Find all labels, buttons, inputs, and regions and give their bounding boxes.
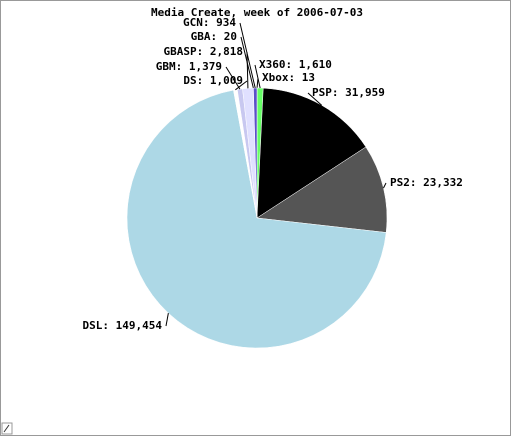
separator: : [211, 30, 224, 43]
separator: : [203, 16, 216, 29]
slice-name: PSP [312, 86, 332, 99]
corner-icon [1, 422, 13, 435]
pie-slice [253, 87, 258, 219]
slice-name: Xbox [262, 71, 289, 84]
leader-line [235, 80, 248, 91]
slice-value: 20 [224, 30, 237, 43]
slice-label: DS: 1,009 [183, 74, 243, 87]
slice-label: GCN: 934 [183, 16, 236, 29]
leader-line [239, 22, 256, 89]
slice-label: Xbox: 13 [262, 71, 315, 84]
slice-name: GBASP [164, 45, 197, 58]
leader-line [165, 313, 169, 327]
slice-label: DSL: 149,454 [83, 319, 163, 332]
leader-line [246, 51, 249, 89]
leader-line [307, 92, 322, 106]
slice-value: 1,009 [210, 74, 243, 87]
slice-name: GBA [191, 30, 211, 43]
separator: : [197, 45, 210, 58]
pie-slice [256, 87, 367, 219]
slice-label: PSP: 31,959 [312, 86, 385, 99]
slice-label: X360: 1,610 [259, 58, 332, 71]
chart-title: Media Create, week of 2006-07-03 [151, 6, 363, 19]
leader-line [254, 64, 261, 89]
separator: : [410, 176, 423, 189]
separator: : [176, 60, 189, 73]
slice-label: GBA: 20 [191, 30, 237, 43]
slice-name: GBM [156, 60, 176, 73]
separator: : [332, 86, 345, 99]
pie-slice [256, 146, 388, 233]
separator: : [102, 319, 115, 332]
slice-value: 2,818 [210, 45, 243, 58]
slice-label: GBM: 1,379 [156, 60, 222, 73]
separator: : [286, 58, 299, 71]
slice-value: 23,332 [423, 176, 463, 189]
slice-value: 1,379 [189, 60, 222, 73]
slice-name: X360 [259, 58, 286, 71]
slice-name: PS2 [390, 176, 410, 189]
leader-line [383, 182, 387, 189]
leader-line [240, 36, 254, 89]
slice-value: 934 [216, 16, 236, 29]
slice-value: 13 [302, 71, 315, 84]
separator: : [197, 74, 210, 87]
leader-line [225, 66, 241, 90]
slice-name: GCN [183, 16, 203, 29]
slice-value: 31,959 [345, 86, 385, 99]
slice-name: DSL [83, 319, 103, 332]
slice-name: DS [183, 74, 196, 87]
slice-value: 1,610 [299, 58, 332, 71]
slice-label: PS2: 23,332 [390, 176, 463, 189]
separator: : [289, 71, 302, 84]
slice-value: 149,454 [116, 319, 163, 332]
slice-label: GBASP: 2,818 [164, 45, 244, 58]
pie-slice [126, 89, 387, 349]
